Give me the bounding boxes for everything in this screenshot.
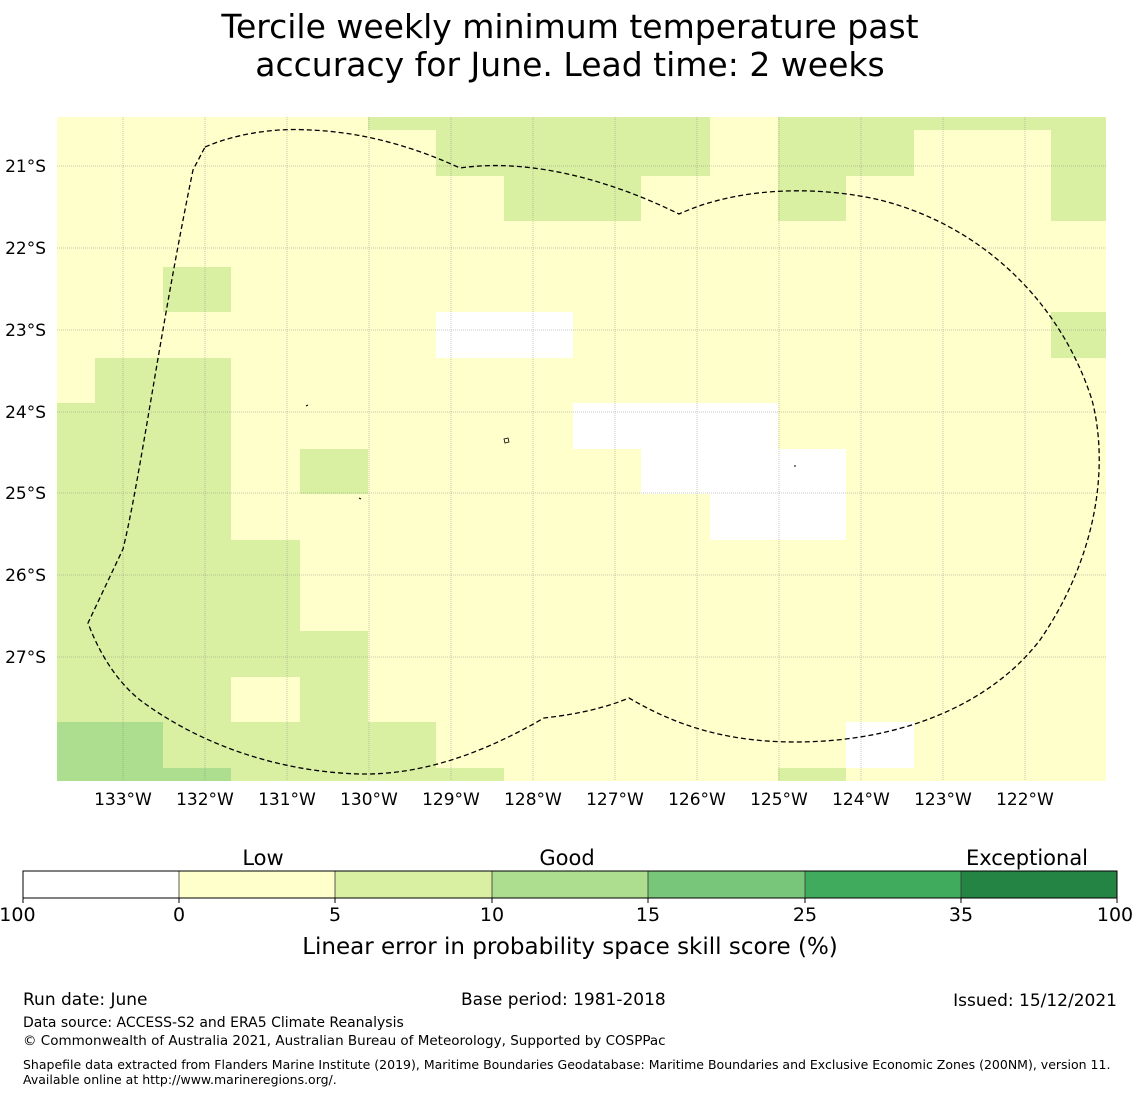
data-source: Data source: ACCESS-S2 and ERA5 Climate … <box>23 1015 404 1031</box>
colorbar-tick: 100 <box>1097 904 1133 926</box>
island <box>503 437 510 444</box>
lon-label: 127°W <box>586 790 644 810</box>
grid-cell <box>1051 312 1106 358</box>
grid-cell <box>641 449 846 494</box>
grid-cell <box>710 494 846 540</box>
colorbar-tick: 10 <box>480 904 504 926</box>
map-title: Tercile weekly minimum temperature past … <box>0 8 1140 84</box>
base-period: Base period: 1981-2018 <box>461 990 666 1010</box>
colorbar-tick: 15 <box>636 904 660 926</box>
grid-cell <box>1051 117 1106 221</box>
lat-label: 27°S <box>5 648 46 668</box>
colorbar-segment <box>23 871 179 898</box>
lon-label: 124°W <box>832 790 890 810</box>
title-line-2: accuracy for June. Lead time: 2 weeks <box>255 45 885 84</box>
colorbar-tick: 0 <box>173 904 185 926</box>
grid-cell <box>57 631 368 722</box>
colorbar-label: Linear error in probability space skill … <box>302 934 838 960</box>
grid-cell <box>573 403 778 449</box>
lat-label: 23°S <box>5 321 46 341</box>
grid-cell <box>300 449 368 494</box>
grid-cell <box>163 768 231 781</box>
lon-label: 130°W <box>340 790 398 810</box>
grid-cell <box>914 130 1051 176</box>
colorbar-segment <box>492 871 648 898</box>
colorbar-segment <box>805 871 961 898</box>
lat-label: 22°S <box>5 239 46 259</box>
run-date: Run date: June <box>23 990 148 1010</box>
grid-cell <box>436 312 573 358</box>
colorbar-segment <box>179 871 335 898</box>
copyright: © Commonwealth of Australia 2021, Austra… <box>23 1033 666 1049</box>
colorbar-category-good: Good <box>539 846 594 870</box>
colorbar-segment <box>648 871 805 898</box>
eez-boundary <box>87 128 1100 775</box>
colorbar-tick: 35 <box>949 904 973 926</box>
grid-cell <box>95 358 231 404</box>
grid-cell <box>504 117 641 221</box>
lat-label: 25°S <box>5 484 46 504</box>
lon-label: 132°W <box>176 790 234 810</box>
grid-cell <box>778 117 846 221</box>
grid-cell <box>163 267 231 312</box>
colorbar-segment <box>961 871 1117 898</box>
lon-label: 128°W <box>504 790 562 810</box>
grid-cell <box>778 768 846 781</box>
lon-label: 123°W <box>914 790 972 810</box>
grid-cell <box>436 768 504 781</box>
lon-label: 125°W <box>750 790 808 810</box>
issued-date: Issued: 15/12/2021 <box>953 991 1117 1011</box>
colorbar-tick: 5 <box>329 904 341 926</box>
colorbar-frame <box>22 870 1118 899</box>
lon-label: 131°W <box>258 790 316 810</box>
lat-label: 21°S <box>5 157 46 177</box>
grid-cell <box>846 722 914 768</box>
graticule <box>57 117 1106 781</box>
lat-label: 26°S <box>5 566 46 586</box>
grid-cell <box>57 722 163 781</box>
colorbar-category-exceptional: Exceptional <box>966 846 1088 870</box>
grid-cell <box>57 403 231 540</box>
island <box>358 497 362 500</box>
lon-label: 129°W <box>422 790 480 810</box>
grid-cell <box>57 540 300 631</box>
colorbar-tick: -100 <box>0 904 36 926</box>
grid-cell <box>231 677 300 722</box>
colorbar: Low Good Exceptional -100 0 5 10 15 25 3… <box>0 846 1133 960</box>
title-line-1: Tercile weekly minimum temperature past <box>221 7 919 46</box>
island <box>305 404 309 407</box>
colorbar-tick: 25 <box>793 904 817 926</box>
lon-label: 122°W <box>996 790 1054 810</box>
lon-label: 133°W <box>94 790 152 810</box>
shapefile-credit: Shapefile data extracted from Flanders M… <box>23 1057 1111 1087</box>
lat-label: 24°S <box>5 403 46 423</box>
skill-grid <box>57 117 1106 781</box>
lon-label: 126°W <box>668 790 726 810</box>
colorbar-segment <box>335 871 492 898</box>
colorbar-category-low: Low <box>242 846 283 870</box>
